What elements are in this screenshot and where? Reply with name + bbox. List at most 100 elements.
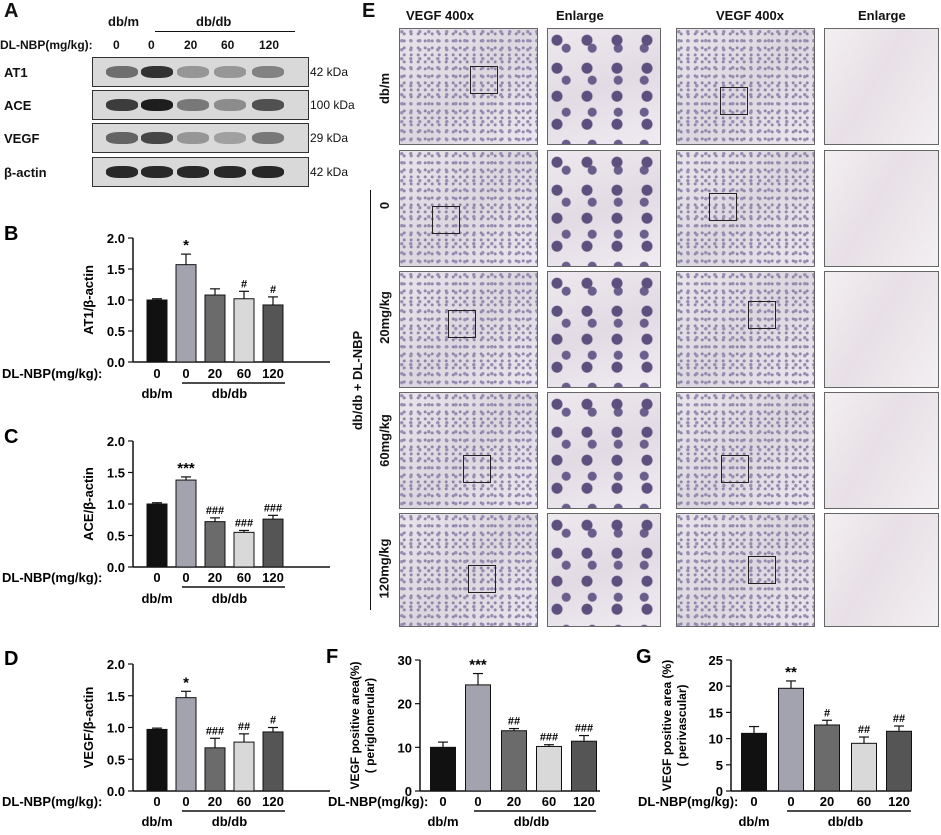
y-tick-label: 1.5 [107, 466, 125, 481]
x-tick-label: 20 [820, 794, 834, 809]
blot-band [214, 66, 246, 78]
significance-mark: ### [206, 725, 224, 737]
blot-band [141, 99, 173, 111]
significance-mark: ### [264, 502, 282, 514]
x-tick-label: 60 [237, 794, 251, 809]
blot-dose-label: DL-NBP(mg/kg): [0, 38, 93, 52]
group-label-dbm: db/m [141, 386, 172, 401]
bar [204, 294, 226, 363]
y-tick-label: 25 [709, 653, 723, 668]
blot-band [141, 132, 173, 144]
bar [262, 731, 284, 792]
zoom-region-box [448, 310, 476, 338]
significance-mark: ## [238, 721, 250, 733]
x-tick-label: 120 [262, 570, 284, 585]
y-tick-label: 0.0 [107, 355, 125, 370]
y-tick-label: 1.5 [107, 689, 125, 704]
y-axis-label: VEGF positive area(%) [348, 661, 362, 789]
bar [741, 732, 767, 792]
blot-dose-4: 120 [259, 38, 280, 52]
blot-row-label: β-actin [4, 165, 47, 180]
blot-band [141, 166, 173, 178]
y-tick-label: 20 [398, 697, 412, 712]
micrograph [824, 392, 939, 509]
bar [233, 298, 255, 363]
significance-mark: # [270, 284, 276, 296]
histology-header: Enlarge [858, 8, 906, 23]
micrograph [399, 271, 538, 388]
bar [204, 747, 226, 792]
y-tick-label: 5 [716, 758, 723, 773]
micrograph [547, 150, 661, 267]
x-tick-label: 0 [787, 794, 794, 809]
blot-band [252, 166, 284, 178]
bar [571, 740, 597, 792]
group-label-dbm: db/m [427, 814, 458, 829]
histology-header: VEGF 400x [716, 8, 784, 23]
significance-mark: *** [177, 460, 195, 477]
y-tick-label: 0.5 [107, 752, 125, 767]
micrograph [547, 28, 661, 145]
histology-group-bracket [370, 190, 371, 610]
y-tick-label: 1.0 [107, 497, 125, 512]
blot-strip [92, 57, 309, 87]
blot-strip [92, 157, 309, 187]
blot-band [214, 99, 246, 111]
bar [814, 724, 840, 792]
significance-mark: * [183, 237, 189, 254]
bar [886, 730, 912, 792]
blot-dose-1: 0 [148, 38, 155, 52]
significance-mark: ** [785, 664, 797, 681]
x-tick-label: 60 [237, 366, 251, 381]
y-tick-label: 0.0 [107, 560, 125, 575]
bar [262, 518, 284, 568]
dose-axis-label: DL-NBP(mg/kg): [2, 570, 102, 585]
y-tick-label: 2.0 [107, 657, 125, 672]
group-label-dbm: db/m [141, 591, 172, 606]
micrograph [824, 513, 939, 627]
y-axis-label-2: ( perivascular) [675, 684, 689, 766]
x-tick-label: 0 [439, 794, 446, 809]
x-tick-label: 20 [208, 570, 222, 585]
bar [175, 479, 197, 568]
histology-header: Enlarge [556, 8, 604, 23]
significance-mark: # [824, 707, 830, 719]
significance-mark: # [241, 278, 247, 290]
blot-band [252, 132, 284, 144]
significance-mark: *** [469, 657, 487, 674]
bar [851, 742, 877, 792]
dose-axis-label: DL-NBP(mg/kg): [638, 794, 738, 809]
micrograph [824, 150, 939, 267]
blot-band [177, 132, 209, 144]
x-tick-label: 20 [208, 366, 222, 381]
x-tick-label: 0 [153, 794, 160, 809]
significance-mark: ### [575, 723, 593, 735]
blot-row-label: VEGF [4, 131, 40, 146]
micrograph [824, 271, 939, 388]
y-tick-label: 0.0 [107, 784, 125, 799]
x-tick-label: 20 [208, 794, 222, 809]
blot-band [177, 99, 209, 111]
y-tick-label: 0 [405, 784, 412, 799]
dose-axis-label: DL-NBP(mg/kg): [2, 794, 102, 809]
group-label-dbdb: db/db [212, 591, 247, 606]
zoom-region-box [463, 455, 491, 483]
group-label-dbdb: db/db [212, 386, 247, 401]
blot-dose-2: 20 [184, 38, 198, 52]
bar [501, 730, 527, 792]
x-tick-label: 0 [750, 794, 757, 809]
blot-band [141, 66, 173, 78]
bar [146, 503, 168, 568]
x-tick-label: 0 [474, 794, 481, 809]
micrograph [399, 150, 538, 267]
y-axis-label-2: ( periglomerular) [363, 678, 377, 773]
blot-row-label: AT1 [4, 65, 28, 80]
bar [175, 264, 197, 363]
significance-mark: ## [858, 724, 870, 736]
x-tick-label: 60 [857, 794, 871, 809]
blot-band [106, 66, 138, 78]
y-tick-label: 1.0 [107, 721, 125, 736]
significance-mark: ### [206, 505, 224, 517]
zoom-region-box [432, 206, 460, 234]
blot-dose-0: 0 [113, 38, 120, 52]
